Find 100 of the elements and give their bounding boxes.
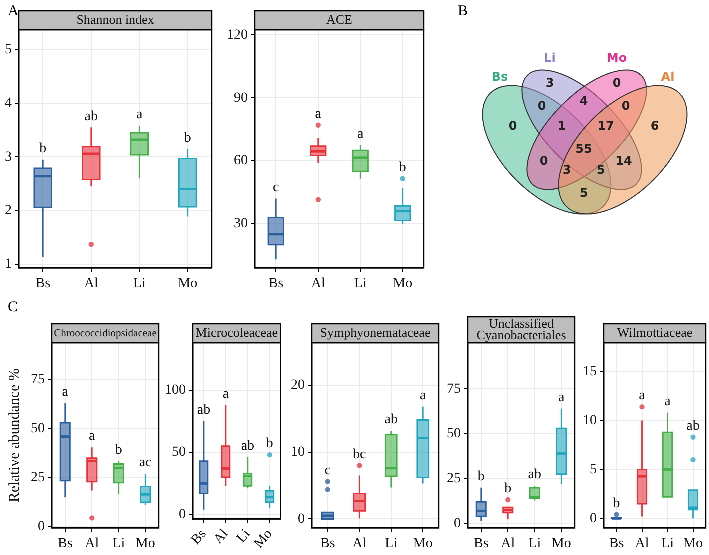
annotation: a: [558, 390, 566, 406]
y-tick-label: 20: [291, 378, 305, 394]
y-tick-label: 100: [165, 382, 186, 398]
text: 6: [650, 119, 660, 134]
text: 0: [612, 76, 622, 90]
annotation: a: [315, 107, 322, 122]
x-tick-label: Li: [133, 276, 146, 292]
x-tick-label: Li: [662, 536, 674, 552]
y-tick-label: 0: [38, 520, 45, 535]
y-tick-label: 120: [227, 28, 248, 43]
annotation: ab: [384, 412, 398, 428]
y-tick-label: 0: [590, 511, 597, 526]
annotation: ab: [528, 468, 542, 483]
chart-title: Wilmottiaceae: [617, 324, 693, 340]
y-tick-label: 25: [447, 472, 461, 487]
y-tick-label: 50: [447, 426, 461, 442]
y-tick-label: 75: [447, 382, 461, 397]
y-tick-label: 10: [583, 413, 597, 428]
text: 55: [576, 142, 592, 156]
y-tick-label: 2: [5, 203, 12, 218]
annotation: a: [136, 108, 144, 123]
text: 0: [508, 119, 518, 134]
x-tick-label: Li: [528, 536, 542, 552]
text: B: [458, 3, 468, 20]
annotation: ab: [686, 419, 700, 434]
chart-title: Symphyonemataceae: [320, 324, 431, 340]
x-tick-label: Bs: [36, 276, 51, 292]
x-tick-label: Bs: [188, 527, 210, 548]
x-tick-label: Mo: [136, 536, 156, 552]
y-tick-label: 10: [291, 445, 305, 460]
x-tick-label: Li: [385, 536, 398, 552]
chart-title: ACE: [326, 12, 353, 27]
annotation: a: [664, 394, 672, 410]
y-tick-label: 60: [234, 154, 248, 169]
y-tick-label: 30: [234, 216, 248, 232]
text: 0: [538, 99, 546, 114]
x-tick-label: Mo: [552, 536, 572, 552]
annotation: ab: [84, 109, 98, 124]
y-tick-label: 5: [590, 462, 597, 478]
text: 0: [622, 99, 630, 114]
text: 3: [546, 76, 554, 90]
chart-title: Shannon index: [76, 12, 155, 27]
text: 0: [540, 154, 548, 168]
y-tick-label: 5: [5, 42, 12, 58]
text: Li: [544, 51, 556, 66]
annotation: c: [324, 463, 331, 478]
annotation: a: [62, 385, 70, 400]
x-tick-label: Al: [84, 276, 98, 292]
y-tick-label: 0: [454, 516, 461, 532]
annotation: a: [358, 127, 365, 142]
chart-title: Chroococcidiopsidaceae: [54, 328, 158, 340]
x-tick-label: Mo: [413, 536, 433, 552]
chart-title: Unclassified Cyanobacteriales: [476, 316, 566, 343]
annotation: b: [115, 442, 122, 458]
y-tick-label: 1: [5, 257, 12, 272]
x-tick-label: Bs: [320, 536, 336, 552]
annotation: b: [184, 130, 192, 146]
x-tick-label: Al: [635, 536, 650, 552]
annotation: ab: [241, 439, 255, 454]
x-tick-label: Bs: [268, 276, 284, 292]
y-tick-label: 4: [5, 96, 12, 112]
x-tick-label: Bs: [609, 536, 624, 552]
y-tick-label: 50: [172, 445, 186, 460]
x-tick-label: Al: [85, 536, 100, 552]
text: A: [8, 3, 19, 20]
text: Bs: [492, 70, 508, 84]
y-tick-label: 90: [234, 90, 248, 106]
annotation: b: [478, 469, 485, 484]
x-tick-label: Al: [211, 526, 232, 548]
x-tick-label: Mo: [252, 527, 276, 552]
annotation: a: [89, 429, 96, 444]
annotation: c: [273, 180, 280, 196]
text: Al: [661, 70, 675, 84]
x-tick-label: Mo: [684, 536, 703, 552]
x-tick-label: Al: [501, 536, 516, 552]
annotation: ac: [139, 456, 152, 471]
text: 1: [558, 119, 566, 134]
x-tick-label: Mo: [393, 276, 413, 292]
annotation: b: [266, 436, 274, 452]
y-tick-label: 0: [179, 507, 186, 522]
y-axis-title: Relative abundance %: [6, 368, 23, 503]
annotation: b: [504, 482, 512, 497]
annotation: a: [639, 388, 646, 404]
annotation: b: [40, 142, 47, 156]
text: 14: [616, 154, 632, 168]
x-tick-label: Bs: [58, 536, 73, 552]
x-tick-label: Li: [112, 536, 126, 552]
text: 3: [562, 163, 572, 178]
y-tick-label: 50: [31, 422, 45, 437]
annotation: bc: [353, 447, 366, 462]
annotation: ab: [197, 403, 211, 418]
x-tick-label: Mo: [178, 276, 198, 292]
annotation: a: [420, 388, 428, 404]
y-tick-label: 75: [31, 372, 45, 388]
x-tick-label: Li: [354, 276, 367, 292]
chart-title: Microcoleaceae: [196, 324, 278, 340]
text: Mo: [606, 51, 628, 66]
y-tick-label: 3: [5, 150, 12, 165]
x-tick-label: Al: [352, 536, 367, 552]
x-tick-label: Al: [311, 276, 326, 292]
